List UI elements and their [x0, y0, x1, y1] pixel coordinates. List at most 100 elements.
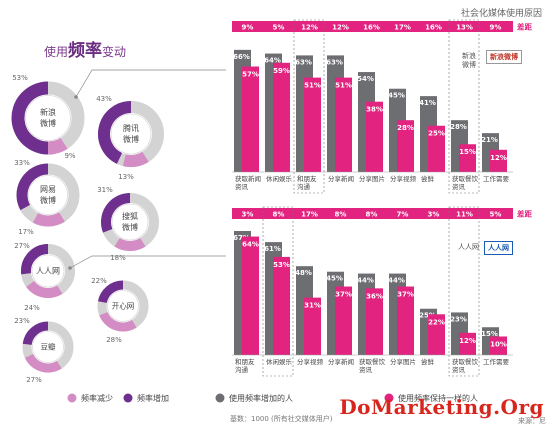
category-label: 资讯: [452, 365, 466, 374]
category-label: 获取餐饮: [359, 357, 386, 366]
difference-value: 12%: [332, 24, 349, 32]
category-label: 资讯: [235, 182, 249, 191]
category-label: 和朋友: [297, 174, 317, 183]
donut-decrease-value: 9%: [64, 152, 75, 160]
difference-value: 16%: [363, 24, 380, 32]
bar-freq-increase: [428, 314, 445, 355]
legend-label: 使用频率保持一样的人: [398, 393, 478, 403]
donut-center-label: 微博: [122, 222, 138, 232]
donut-increase-value: 22%: [91, 277, 107, 285]
donut-center-label: 网易: [40, 185, 56, 194]
brand-label: 人人网: [458, 243, 479, 251]
donut-increase-value: 33%: [14, 159, 30, 167]
donut-decrease-arc: [47, 137, 68, 155]
bar-value-label: 38%: [366, 106, 383, 114]
donut-increase-value: 23%: [14, 317, 30, 325]
sina-logo: 新浪微博: [486, 50, 522, 64]
bar-value-label: 64%: [242, 241, 259, 249]
category-label: 分享视频: [297, 357, 324, 366]
difference-value: 17%: [394, 24, 411, 32]
category-label: 分享图片: [390, 357, 416, 366]
donut-decrease-arc: [114, 237, 146, 251]
donut-increase-value: 27%: [14, 242, 30, 250]
category-label: 分享新闻: [328, 174, 354, 183]
bar-value-label: 67%: [233, 234, 250, 242]
bar-freq-increase: [366, 288, 383, 355]
left-title-suffix: 变动: [102, 45, 127, 59]
bar-value-label: 37%: [397, 291, 414, 299]
connector-dot: [74, 95, 78, 99]
difference-value: 5%: [273, 24, 285, 32]
donut-hole: [31, 254, 65, 288]
connector-dot: [68, 266, 72, 270]
left-title-prefix: 使用: [44, 45, 69, 59]
bar-freq-increase: [273, 256, 290, 355]
difference-value: 8%: [366, 211, 378, 219]
bar-value-label: 54%: [357, 75, 374, 83]
donut-increase-arc: [98, 101, 132, 164]
bar-freq-increase: [397, 120, 414, 172]
bar-value-label: 15%: [459, 148, 476, 156]
category-label: 资讯: [359, 365, 373, 374]
donut-center-label: 微博: [40, 118, 56, 128]
source: 来源：尼: [518, 417, 546, 425]
connector-renren: [69, 255, 226, 269]
bar-value-label: 61%: [264, 245, 281, 253]
donut-increase-arc: [97, 280, 124, 304]
difference-value: 11%: [456, 211, 473, 219]
difference-band: [232, 21, 513, 32]
bar-freq-increase: [304, 77, 321, 172]
bar-value-label: 45%: [388, 92, 405, 100]
bar-freq-increase: [490, 149, 507, 172]
legend-marker: [384, 393, 394, 403]
donut-decrease-value: 18%: [110, 254, 126, 262]
category-label: 获取餐饮: [452, 174, 479, 183]
difference-value: 8%: [273, 211, 285, 219]
bar-value-label: 12%: [459, 337, 476, 345]
category-label: 工作需要: [483, 357, 510, 366]
donut-increase-value: 53%: [12, 74, 28, 82]
category-label: 休闲娱乐: [266, 357, 293, 366]
category-label: 分享视频: [390, 174, 417, 183]
bar-value-label: 59%: [273, 67, 290, 75]
donut-increase-arc: [16, 163, 49, 211]
donut-center-label: 豆瓣: [41, 342, 56, 352]
legend-marker: [123, 393, 133, 403]
bar-value-label: 66%: [233, 53, 250, 61]
legend-marker: [67, 393, 77, 403]
donut-decrease-arc: [99, 311, 137, 332]
bar-value-label: 31%: [304, 302, 321, 310]
bar-value-label: 51%: [304, 82, 321, 90]
donut-center-label: 新浪: [40, 107, 56, 117]
donut-increase-arc: [11, 81, 55, 155]
donut-center-label: 搜狐: [122, 211, 138, 221]
legend-label: 频率增加: [137, 393, 169, 403]
legend-label: 使用频率增加的人: [229, 393, 293, 403]
bar-freq-increase: [490, 336, 507, 355]
bar-value-label: 28%: [450, 123, 467, 131]
donut-hole: [25, 95, 71, 141]
donut-hole: [110, 113, 152, 155]
difference-value: 8%: [335, 211, 347, 219]
donut-center-label: 腾讯: [123, 123, 139, 133]
watermark: DoMarketing.Org: [339, 395, 544, 419]
difference-band-label: 差距: [516, 22, 532, 32]
difference-value: 12%: [301, 24, 318, 32]
donut-center-label: 微博: [40, 195, 56, 205]
category-label: 工作需要: [483, 174, 510, 183]
difference-value: 16%: [425, 24, 442, 32]
legend-label: 频率减少: [81, 393, 113, 403]
connector-sina: [75, 69, 226, 98]
donut-decrease-value: 17%: [18, 228, 34, 236]
category-label: 尝鲜: [421, 357, 435, 366]
difference-value: 3%: [428, 211, 440, 219]
donut-decrease-value: 13%: [118, 173, 134, 181]
donut-hole: [111, 203, 149, 241]
difference-value: 5%: [490, 211, 502, 219]
category-label: 获取新闻: [235, 174, 261, 183]
category-label: 获取餐饮: [452, 357, 479, 366]
bar-value-label: 45%: [326, 275, 343, 283]
left-title: 使用频率变动: [44, 36, 126, 61]
bar-value-label: 44%: [357, 277, 374, 285]
bar-value-label: 63%: [326, 58, 343, 66]
